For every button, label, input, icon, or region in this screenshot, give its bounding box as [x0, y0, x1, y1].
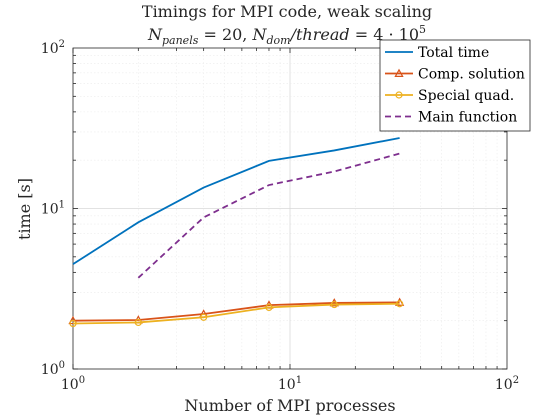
series-layer — [69, 138, 403, 327]
x-tick-label: 100 — [61, 375, 85, 393]
x-axis-label: Number of MPI processes — [184, 396, 395, 415]
subtitle-exponent: 5 — [419, 23, 426, 36]
x-tick-label-base: 10 — [61, 377, 79, 393]
y-tick-label-exponent: 2 — [59, 39, 65, 50]
subtitle-equals-1: = — [198, 25, 222, 44]
x-tick-label-base: 10 — [495, 377, 513, 393]
legend-label: Total time — [418, 45, 489, 61]
x-tick-label: 101 — [278, 375, 302, 393]
y-axis-label: time [s] — [15, 178, 34, 240]
y-tick-label: 100 — [41, 360, 65, 378]
x-tick-label: 102 — [495, 375, 519, 393]
subtitle-n-symbol-2: N — [251, 25, 267, 44]
y-tick-label-base: 10 — [41, 362, 59, 378]
y-tick-label-exponent: 1 — [59, 200, 65, 211]
x-tick-label-exponent: 2 — [513, 375, 519, 386]
x-tick-label-base: 10 — [278, 377, 296, 393]
chart-title: Timings for MPI code, weak scaling — [142, 2, 432, 21]
legend: Total time Comp. solution Special quad. Mai… — [380, 40, 530, 131]
subtitle-panels-value: 20 — [222, 25, 242, 44]
x-tick-label-exponent: 0 — [79, 375, 85, 386]
legend-label: Main function — [418, 110, 517, 126]
y-tick-label-exponent: 0 — [59, 360, 65, 371]
y-tick-label: 101 — [41, 200, 65, 218]
subtitle-comma: , — [242, 25, 252, 44]
legend-label: Comp. solution — [418, 67, 525, 83]
y-tick-label-base: 10 — [41, 41, 59, 57]
y-tick-label-base: 10 — [41, 202, 59, 218]
subtitle-thread: thread — [296, 25, 350, 44]
x-tick-label-exponent: 1 — [296, 375, 302, 386]
y-tick-label: 102 — [41, 39, 65, 57]
subtitle-n-panels-subscript: panels — [162, 34, 199, 47]
legend-label: Special quad. — [418, 88, 514, 104]
subtitle-n-dom-subscript: dom — [266, 34, 290, 47]
subtitle-equals-2: = — [350, 25, 374, 44]
subtitle-n-symbol: N — [147, 25, 163, 44]
